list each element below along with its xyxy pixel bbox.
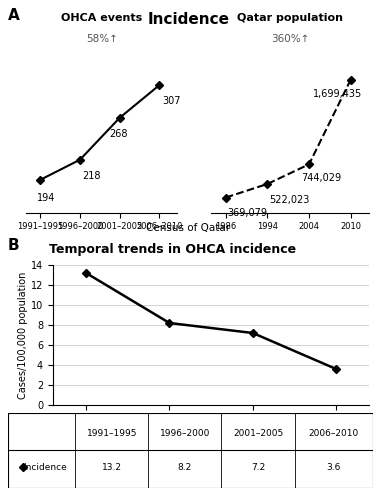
Text: 744,029: 744,029 (301, 173, 341, 183)
Text: Incidence: Incidence (23, 463, 67, 472)
Text: 58%↑: 58%↑ (86, 34, 118, 43)
Text: 1991–1995: 1991–1995 (86, 429, 137, 438)
Text: 194: 194 (37, 193, 55, 203)
Text: 2001–2005: 2001–2005 (233, 429, 283, 438)
Text: Qatar population: Qatar population (237, 14, 343, 24)
Text: OHCA events: OHCA events (61, 14, 143, 24)
Text: 1,699,435: 1,699,435 (313, 88, 362, 99)
Text: 307: 307 (162, 96, 181, 106)
Text: 2006–2010: 2006–2010 (309, 429, 359, 438)
Text: 8.2: 8.2 (178, 463, 192, 472)
Text: B: B (8, 238, 19, 252)
Text: 13.2: 13.2 (102, 463, 122, 472)
Text: 522,023: 522,023 (270, 194, 310, 204)
Y-axis label: Cases/100,000 population: Cases/100,000 population (18, 272, 28, 398)
Text: A: A (8, 8, 19, 22)
Text: 360%↑: 360%↑ (271, 34, 310, 43)
Text: 268: 268 (110, 128, 128, 138)
Text: Census of Qatar: Census of Qatar (146, 222, 231, 232)
Text: 369,079: 369,079 (228, 208, 268, 218)
Text: 218: 218 (82, 172, 100, 181)
Text: Incidence: Incidence (147, 12, 230, 28)
Text: 1996–2000: 1996–2000 (160, 429, 210, 438)
Text: 3.6: 3.6 (327, 463, 341, 472)
Text: Temporal trends in OHCA incidence: Temporal trends in OHCA incidence (49, 242, 296, 256)
Text: 7.2: 7.2 (251, 463, 265, 472)
